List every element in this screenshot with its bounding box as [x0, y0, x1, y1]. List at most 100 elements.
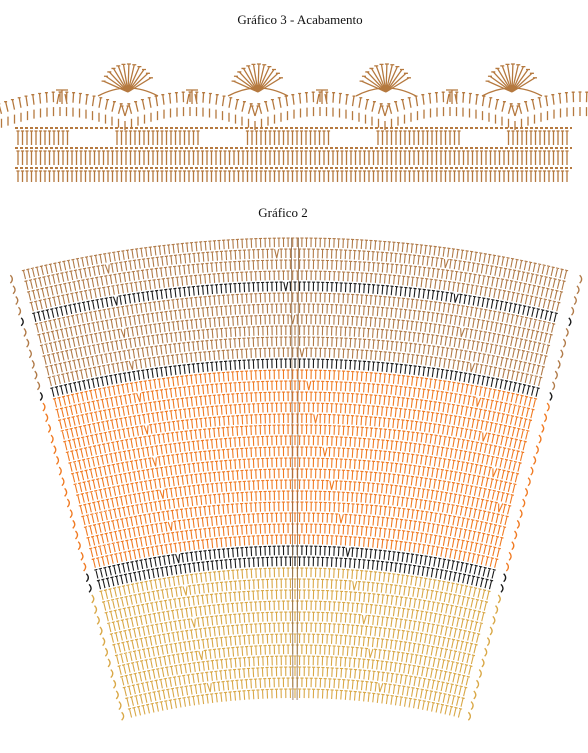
edge-chain [533, 455, 537, 465]
edge-chain [58, 466, 62, 476]
edge-chain [77, 541, 81, 551]
edge-chain [549, 391, 553, 401]
stitch-row [65, 424, 525, 462]
stitch-row [57, 391, 533, 429]
stitch-row [68, 435, 522, 472]
stitch-row [104, 589, 486, 622]
stitch-row [122, 666, 468, 697]
edge-chain [565, 328, 569, 337]
stitch-row [45, 336, 545, 376]
edge-chain [64, 487, 68, 497]
stitch-row [125, 677, 465, 707]
stitch-row [24, 248, 566, 290]
stitch-row [63, 413, 527, 451]
edge-chain [508, 551, 512, 561]
edge-chain [88, 583, 92, 593]
edge-chain [107, 658, 111, 668]
edge-chain [53, 445, 57, 455]
stitch-row [52, 369, 538, 408]
edge-chain [91, 594, 95, 604]
edge-chain [546, 402, 550, 412]
edge-chain [541, 423, 545, 433]
stitch-row [55, 380, 535, 419]
edge-chain [31, 359, 35, 369]
edge-chain [20, 317, 24, 327]
edge-chain [104, 647, 108, 657]
edge-chain [497, 594, 501, 604]
fan-title: Gráfico 2 [258, 205, 307, 220]
edge-chain [557, 359, 561, 369]
edge-chain [484, 647, 488, 657]
stitch-row [37, 303, 553, 344]
stitch-row [29, 270, 561, 312]
edge-chain [486, 637, 491, 647]
stitch-row [78, 479, 512, 515]
edge-chain [42, 402, 46, 412]
edge-chain [467, 711, 472, 721]
edge-chain [34, 370, 38, 380]
edge-chain [110, 669, 114, 679]
stitch-row [86, 512, 504, 547]
border-chart [0, 63, 588, 182]
edge-chain [524, 487, 529, 497]
stitch-row [127, 688, 463, 718]
edge-chain [96, 615, 100, 625]
edge-chain [554, 370, 558, 380]
edge-chain [503, 573, 507, 583]
stitch-row [76, 468, 514, 504]
edge-chain [36, 381, 41, 391]
stitch-row [47, 347, 543, 387]
edge-chain [118, 701, 122, 711]
edge-chain [69, 509, 73, 519]
stitch-row [109, 611, 481, 643]
stitch-row [26, 259, 564, 301]
stitch-row [99, 567, 491, 601]
stitch-row [101, 578, 489, 611]
edge-chain [519, 509, 523, 519]
edge-chain [9, 274, 13, 284]
edge-chain [516, 519, 520, 529]
stitch-row [117, 644, 473, 675]
stitch-row [50, 358, 540, 397]
edge-chain [489, 626, 493, 636]
edge-chain [39, 391, 43, 401]
edge-chain [573, 296, 577, 305]
edge-chain [80, 551, 84, 561]
stitch-row [96, 556, 494, 590]
edge-chain [495, 605, 499, 615]
edge-chain [552, 381, 556, 391]
stitch-row [94, 545, 496, 579]
stitch-row [39, 314, 551, 355]
edge-chain [61, 477, 65, 487]
stitch-row [21, 237, 569, 280]
stitch-row [34, 292, 556, 333]
edge-chain [527, 477, 531, 487]
edge-chain [481, 658, 485, 668]
edge-chain [50, 434, 54, 444]
stitch-row [32, 281, 558, 323]
edge-chain [473, 690, 477, 700]
edge-chain [568, 317, 572, 327]
seam [296, 238, 299, 701]
edge-chain [47, 423, 51, 433]
edge-chain [511, 541, 515, 551]
edge-chain [505, 562, 510, 572]
edge-chain [492, 615, 496, 625]
edge-chain [579, 274, 583, 284]
edge-chain [530, 466, 534, 476]
stitch-row [81, 490, 509, 526]
edge-chain [45, 413, 49, 423]
edge-chain [538, 434, 542, 444]
edge-chain [535, 445, 539, 455]
edge-chain [522, 498, 526, 508]
stitch-row [83, 501, 507, 536]
edge-chain [478, 669, 482, 679]
fan-chart [9, 237, 583, 721]
border-title: Gráfico 3 - Acabamento [237, 12, 362, 27]
seam [291, 238, 294, 701]
stitch-row [120, 655, 470, 686]
stitch-row [42, 325, 548, 365]
edge-chain [17, 306, 22, 316]
edge-chain [470, 701, 474, 711]
